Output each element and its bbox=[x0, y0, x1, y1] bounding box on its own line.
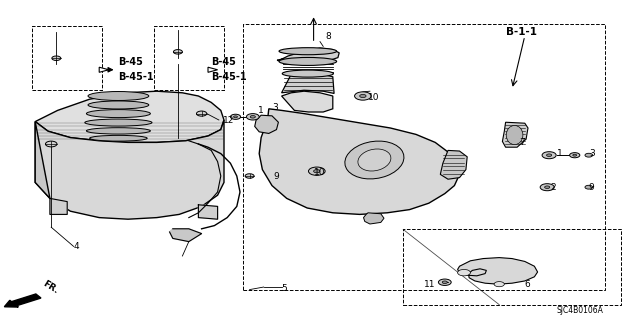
Text: 8: 8 bbox=[325, 32, 331, 41]
Bar bbox=[32, 26, 102, 90]
Circle shape bbox=[547, 154, 552, 156]
Polygon shape bbox=[277, 48, 339, 61]
Circle shape bbox=[545, 186, 550, 188]
Text: SJC4B0106A: SJC4B0106A bbox=[557, 306, 604, 315]
Text: 9: 9 bbox=[274, 172, 279, 181]
Circle shape bbox=[45, 141, 57, 147]
Polygon shape bbox=[99, 67, 109, 72]
Circle shape bbox=[542, 152, 556, 159]
Text: 12: 12 bbox=[223, 116, 234, 124]
Polygon shape bbox=[35, 120, 224, 219]
Ellipse shape bbox=[88, 92, 149, 100]
Circle shape bbox=[585, 185, 593, 189]
Text: 9: 9 bbox=[589, 183, 595, 192]
Ellipse shape bbox=[358, 149, 391, 171]
Ellipse shape bbox=[86, 109, 150, 118]
Ellipse shape bbox=[85, 119, 152, 126]
Text: 3: 3 bbox=[589, 149, 595, 158]
Text: 10: 10 bbox=[314, 168, 325, 177]
Circle shape bbox=[494, 282, 504, 287]
Circle shape bbox=[438, 279, 451, 285]
Text: 2: 2 bbox=[550, 183, 556, 192]
Text: B-1-1: B-1-1 bbox=[506, 27, 536, 37]
Text: B-45: B-45 bbox=[118, 57, 143, 68]
Bar bbox=[403, 229, 621, 305]
Ellipse shape bbox=[88, 101, 149, 109]
Text: 1: 1 bbox=[259, 106, 264, 115]
Text: B-45-1: B-45-1 bbox=[118, 72, 154, 82]
Polygon shape bbox=[198, 205, 218, 219]
Circle shape bbox=[360, 94, 366, 98]
Text: 5: 5 bbox=[282, 284, 287, 293]
Polygon shape bbox=[282, 73, 334, 93]
Polygon shape bbox=[35, 122, 50, 198]
Polygon shape bbox=[458, 258, 538, 284]
Circle shape bbox=[246, 114, 259, 120]
Bar bbox=[243, 24, 605, 290]
Circle shape bbox=[570, 153, 580, 158]
Circle shape bbox=[245, 174, 254, 178]
Text: B-45: B-45 bbox=[211, 57, 236, 68]
Ellipse shape bbox=[90, 135, 147, 141]
Ellipse shape bbox=[86, 128, 150, 134]
Text: 1: 1 bbox=[557, 149, 563, 158]
Circle shape bbox=[250, 116, 255, 118]
Text: 11: 11 bbox=[424, 280, 435, 289]
Text: 4: 4 bbox=[74, 242, 79, 251]
Circle shape bbox=[230, 114, 241, 119]
Ellipse shape bbox=[506, 125, 523, 145]
Ellipse shape bbox=[279, 58, 337, 66]
Circle shape bbox=[314, 170, 320, 173]
Text: FR.: FR. bbox=[41, 279, 60, 295]
Ellipse shape bbox=[282, 70, 333, 77]
Text: 6: 6 bbox=[525, 280, 531, 289]
Text: 7: 7 bbox=[520, 138, 525, 147]
Text: 10: 10 bbox=[368, 93, 380, 102]
Circle shape bbox=[585, 153, 593, 157]
Circle shape bbox=[540, 184, 554, 191]
Polygon shape bbox=[282, 91, 333, 112]
Polygon shape bbox=[35, 91, 224, 142]
Circle shape bbox=[173, 50, 182, 54]
Text: 3: 3 bbox=[273, 103, 278, 112]
Polygon shape bbox=[502, 122, 528, 147]
Polygon shape bbox=[364, 213, 384, 224]
Polygon shape bbox=[208, 67, 218, 72]
Text: B-45-1: B-45-1 bbox=[211, 72, 247, 82]
Polygon shape bbox=[50, 198, 67, 214]
Polygon shape bbox=[255, 115, 278, 133]
Circle shape bbox=[234, 116, 237, 118]
Polygon shape bbox=[259, 109, 460, 214]
Circle shape bbox=[573, 154, 577, 156]
Circle shape bbox=[355, 92, 371, 100]
Bar bbox=[154, 26, 224, 90]
FancyArrow shape bbox=[4, 294, 41, 307]
Polygon shape bbox=[440, 150, 467, 179]
Circle shape bbox=[196, 111, 207, 116]
Ellipse shape bbox=[345, 141, 404, 179]
Polygon shape bbox=[170, 229, 202, 242]
Circle shape bbox=[442, 281, 447, 284]
Circle shape bbox=[458, 269, 470, 276]
Circle shape bbox=[308, 167, 325, 175]
Circle shape bbox=[52, 56, 61, 60]
Ellipse shape bbox=[279, 48, 337, 55]
